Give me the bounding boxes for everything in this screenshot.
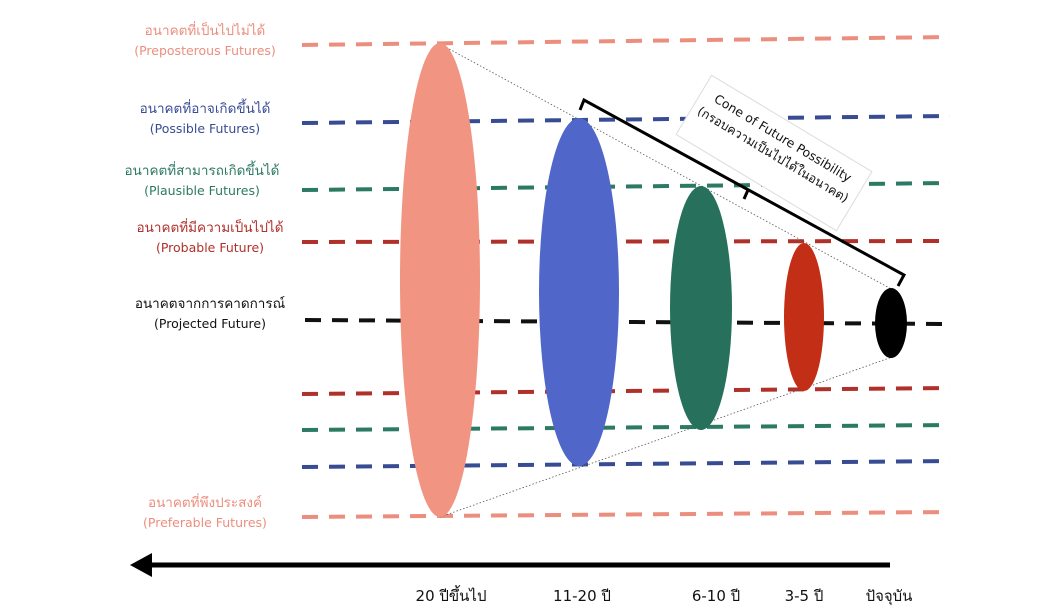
ellipse-6-10-years <box>670 186 732 430</box>
label-plausible-english: (Plausible Futures) <box>144 182 260 198</box>
dashed-line-preposterous <box>301 35 951 47</box>
dashed-line-possible-lower <box>301 459 951 469</box>
label-preposterous-english: (Preposterous Futures) <box>134 42 276 58</box>
ellipse-3-5-years <box>784 243 824 391</box>
label-projected: อนาคตจากการคาดการณ์ (Projected Future) <box>100 295 320 333</box>
label-projected-thai: อนาคตจากการคาดการณ์ <box>134 296 286 312</box>
ellipse-present <box>875 288 907 358</box>
label-plausible: อนาคตที่สามารถเกิดขึ้นได้ (Plausible Fut… <box>92 162 312 200</box>
tick-11-20-years: 11-20 ปี <box>553 587 611 605</box>
ellipse-20-plus-years <box>400 43 480 517</box>
label-plausible-thai: อนาคตที่สามารถเกิดขึ้นได้ <box>124 163 280 179</box>
cone-edge-bottom <box>439 355 896 518</box>
bracket-icon <box>578 97 907 287</box>
dashed-line-plausible-lower <box>301 423 951 432</box>
label-possible: อนาคตที่อาจเกิดขึ้นได้ (Possible Futures… <box>100 100 310 138</box>
cone-edge-top <box>439 43 896 292</box>
label-projected-english: (Projected Future) <box>154 315 266 331</box>
label-preferable-thai: อนาคตที่พึงประสงค์ <box>147 495 263 511</box>
label-possible-english: (Possible Futures) <box>149 120 261 136</box>
dashed-line-probable <box>301 239 951 244</box>
dashed-line-preferable <box>301 510 951 519</box>
ellipse-11-20-years <box>539 118 619 466</box>
label-preferable: อนาคตที่พึงประสงค์ (Preferable Futures) <box>100 494 310 532</box>
tick-6-10-years: 6-10 ปี <box>691 587 741 605</box>
tick-3-5-years: 3-5 ปี <box>784 587 824 605</box>
bracket-tick <box>742 189 750 200</box>
label-possible-thai: อนาคตที่อาจเกิดขึ้นได้ <box>139 101 271 117</box>
arrow-left-icon <box>130 553 152 577</box>
label-probable-english: (Probable Future) <box>155 239 265 255</box>
tick-present: ปัจจุบัน <box>865 587 913 605</box>
dashed-line-possible <box>301 114 951 125</box>
label-probable-thai: อนาคตที่มีความเป็นไปได้ <box>136 220 284 236</box>
label-preferable-english: (Preferable Futures) <box>143 514 267 530</box>
label-preposterous-thai: อนาคตที่เป็นไปไม่ได้ <box>144 23 266 39</box>
tick-20-plus-years: 20 ปีขึ้นไป <box>415 587 487 605</box>
label-preposterous: อนาคตที่เป็นไปไม่ได้ (Preposterous Futur… <box>100 22 310 60</box>
dashed-line-probable-lower <box>301 386 951 396</box>
label-probable: อนาคตที่มีความเป็นไปได้ (Probable Future… <box>100 219 320 257</box>
